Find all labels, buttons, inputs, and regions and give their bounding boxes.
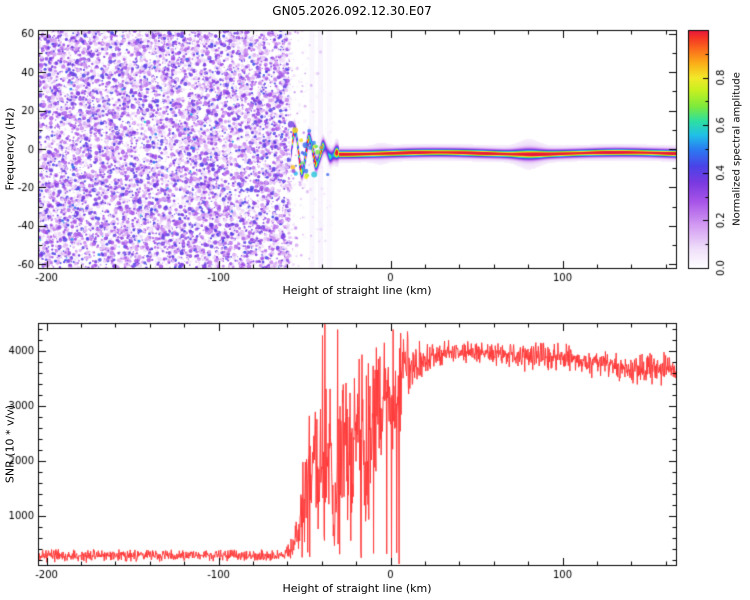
snr-x-axis-label: Height of straight line (km)	[282, 582, 432, 595]
figure-title: GN05.2026.092.12.30.E07	[272, 4, 432, 18]
spectrogram-x-axis-label: Height of straight line (km)	[282, 284, 432, 297]
spectrogram-y-axis-label: Frequency (Hz)	[3, 107, 17, 191]
colorbar-label: Normalized spectral amplitude	[731, 72, 743, 226]
snr-y-axis-label: SNR (10 * v/v)	[3, 404, 17, 484]
